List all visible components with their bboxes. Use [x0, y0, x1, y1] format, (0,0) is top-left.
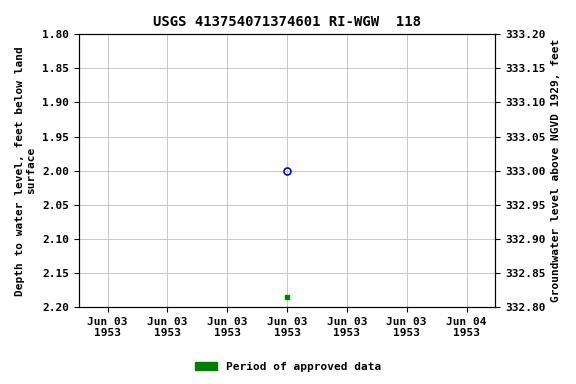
Title: USGS 413754071374601 RI-WGW  118: USGS 413754071374601 RI-WGW 118 [153, 15, 421, 29]
Y-axis label: Groundwater level above NGVD 1929, feet: Groundwater level above NGVD 1929, feet [551, 39, 561, 302]
Legend: Period of approved data: Period of approved data [191, 358, 385, 377]
Y-axis label: Depth to water level, feet below land
surface: Depth to water level, feet below land su… [15, 46, 37, 296]
